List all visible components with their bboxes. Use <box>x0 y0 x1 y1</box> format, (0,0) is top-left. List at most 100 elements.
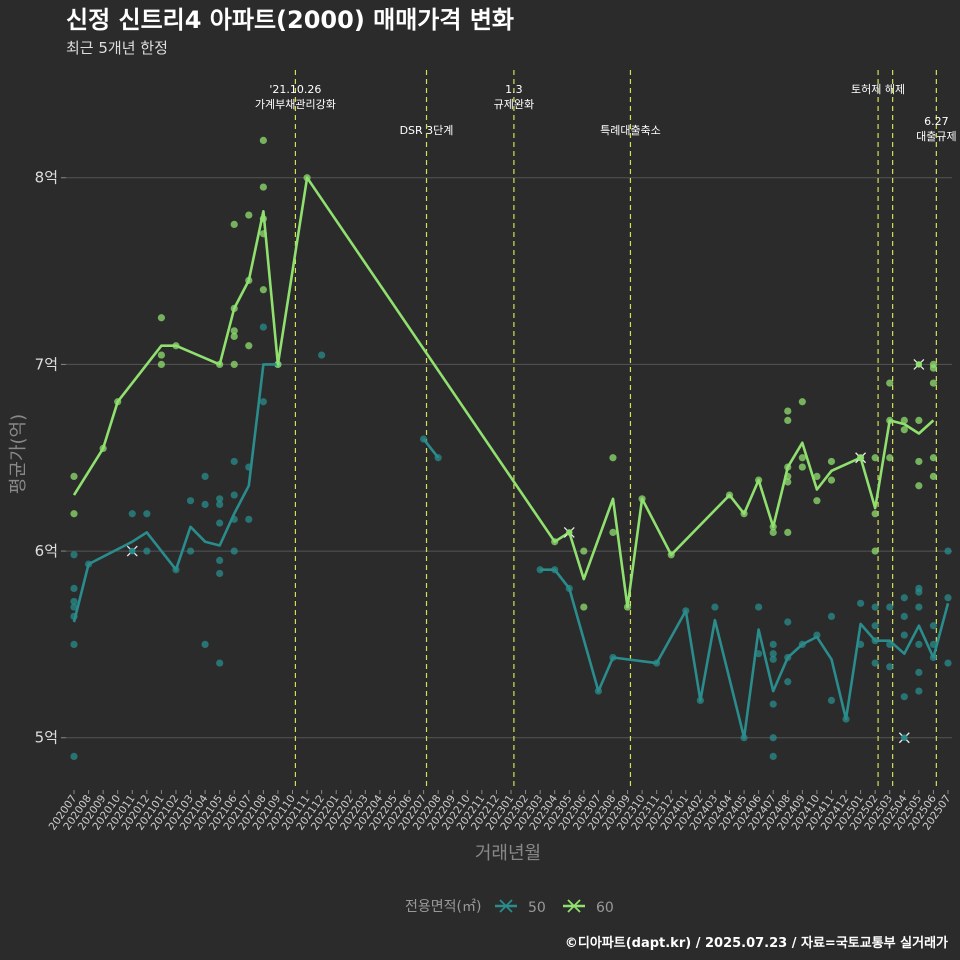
data-point-50 <box>769 752 777 761</box>
data-point-50 <box>70 752 78 761</box>
data-point-60 <box>259 286 267 294</box>
event-label: 특례대출축소 <box>600 124 661 137</box>
data-point-50 <box>259 323 267 331</box>
data-point-60 <box>871 510 879 518</box>
data-point-50 <box>70 603 78 611</box>
data-point-50 <box>871 603 879 611</box>
data-point-50 <box>128 510 136 518</box>
legend-title: 전용면적(㎡) <box>405 899 481 915</box>
legend-marker-60 <box>567 899 581 913</box>
data-point-60 <box>915 457 923 466</box>
event-label: '21.10.26 <box>269 83 321 96</box>
data-point-50 <box>769 700 777 708</box>
data-point-50 <box>711 603 719 611</box>
data-point-60 <box>813 497 821 505</box>
data-point-60 <box>827 476 836 484</box>
data-point-50 <box>827 612 836 621</box>
legend: 전용면적(㎡) 50 60 <box>405 899 614 916</box>
y-tick-labels: 5억 6억 7억 8억 <box>35 169 66 747</box>
data-point-60 <box>915 482 923 490</box>
data-point-50 <box>857 599 865 607</box>
data-point-60 <box>245 342 253 350</box>
data-point-50 <box>70 551 78 559</box>
series-line-50 <box>540 568 950 739</box>
data-point-60 <box>798 463 806 471</box>
y-gridlines <box>66 177 952 739</box>
data-point-50 <box>70 597 78 606</box>
data-point-50 <box>944 659 952 667</box>
data-point-50 <box>143 510 151 518</box>
data-point-50 <box>755 603 763 611</box>
data-point-50 <box>900 612 908 621</box>
data-point-60 <box>259 183 267 191</box>
data-point-50 <box>915 668 923 677</box>
data-point-50 <box>871 659 879 667</box>
data-point-50 <box>216 659 224 667</box>
series-line-60 <box>72 176 935 609</box>
data-point-60 <box>915 416 923 424</box>
data-point-60 <box>784 407 792 415</box>
data-point-60 <box>929 379 938 387</box>
data-point-60 <box>886 454 894 462</box>
data-point-50 <box>900 631 908 639</box>
data-point-60 <box>886 379 894 387</box>
data-point-50 <box>230 457 238 466</box>
data-point-50 <box>259 398 267 406</box>
data-point-50 <box>769 655 777 663</box>
data-point-50 <box>216 519 224 527</box>
data-point-50 <box>216 495 224 503</box>
data-point-50 <box>201 500 209 508</box>
data-point-50 <box>143 547 151 555</box>
data-point-50 <box>201 640 209 649</box>
data-point-60 <box>900 426 908 434</box>
data-point-60 <box>245 211 253 219</box>
data-point-60 <box>157 314 165 322</box>
data-point-60 <box>259 136 267 144</box>
data-point-50 <box>186 497 195 505</box>
data-point-50 <box>230 491 238 499</box>
data-point-60 <box>900 416 908 424</box>
event-label: 1.3 <box>505 83 523 96</box>
data-point-60 <box>230 220 238 228</box>
highlight-x-point <box>901 734 908 741</box>
data-point-50 <box>230 547 238 555</box>
data-point-60 <box>230 332 238 340</box>
legend-marker-50 <box>499 899 513 913</box>
data-point-50 <box>915 588 923 596</box>
y-tick-label: 6억 <box>35 542 58 560</box>
data-point-50 <box>944 547 952 555</box>
data-point-50 <box>900 693 908 701</box>
legend-label-60: 60 <box>596 900 614 916</box>
data-point-60 <box>929 472 938 480</box>
chart-subtitle: 최근 5개년 한정 <box>66 39 168 57</box>
data-point-50 <box>216 569 224 578</box>
event-label: DSR 3단계 <box>400 124 454 137</box>
data-point-50 <box>900 594 908 602</box>
data-point-60 <box>813 472 821 480</box>
data-point-60 <box>157 360 165 368</box>
data-point-50 <box>915 603 923 611</box>
data-point-60 <box>230 327 238 335</box>
data-point-60 <box>70 472 78 480</box>
data-point-50 <box>871 622 879 630</box>
x-tick-labels: 2020072020082020092020102020112020122021… <box>47 790 953 833</box>
data-point-50 <box>784 618 792 626</box>
event-label: 6.27 <box>924 115 949 128</box>
event-label: 토허제 해제 <box>851 82 905 96</box>
data-point-60 <box>580 603 588 611</box>
data-point-60 <box>784 528 792 537</box>
data-point-50 <box>769 734 777 742</box>
data-point-50 <box>827 696 836 705</box>
data-point-60 <box>929 364 938 372</box>
data-point-50 <box>318 351 326 359</box>
data-point-50 <box>886 663 894 671</box>
highlight-x-point <box>857 454 864 461</box>
data-point-50 <box>784 678 792 686</box>
data-point-50 <box>886 603 894 611</box>
y-tick-label: 7억 <box>35 355 58 373</box>
data-point-50 <box>70 640 78 649</box>
highlight-x-point <box>129 547 136 555</box>
